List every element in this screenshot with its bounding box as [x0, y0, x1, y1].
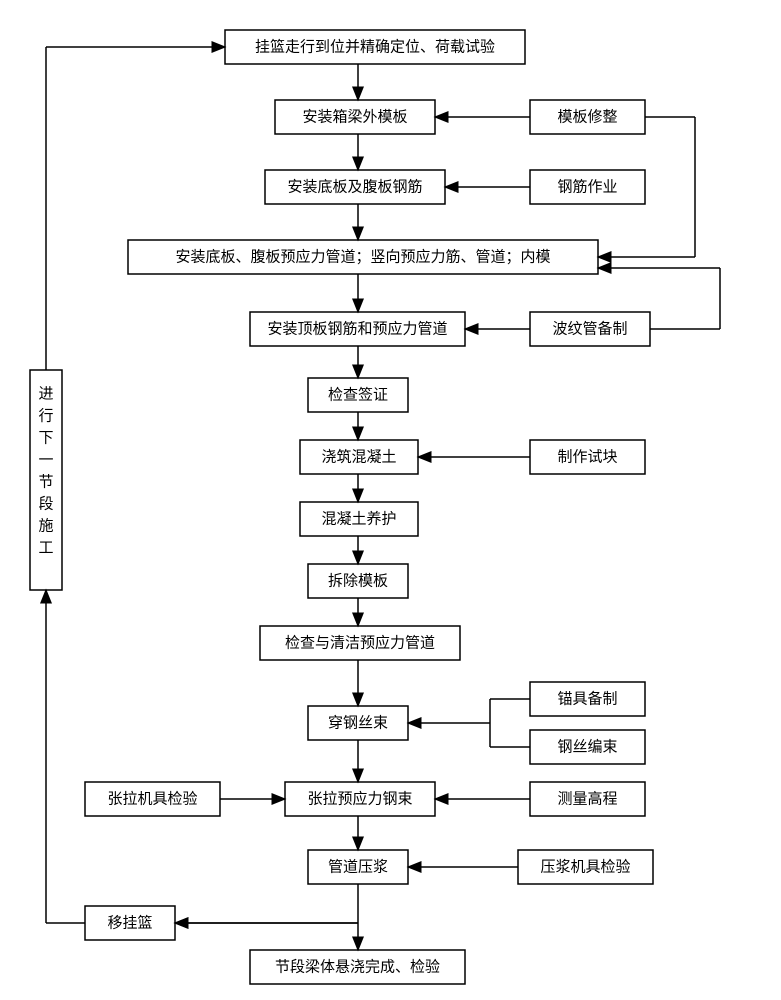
- svg-text:检查与清洁预应力管道: 检查与清洁预应力管道: [285, 633, 435, 651]
- svg-text:安装底板及腹板钢筋: 安装底板及腹板钢筋: [287, 177, 422, 195]
- svg-text:下: 下: [38, 430, 53, 446]
- svg-text:节段梁体悬浇完成、检验: 节段梁体悬浇完成、检验: [275, 958, 440, 975]
- svg-text:段: 段: [38, 495, 53, 512]
- svg-text:压浆机具检验: 压浆机具检验: [540, 857, 630, 875]
- svg-text:安装顶板钢筋和预应力管道: 安装顶板钢筋和预应力管道: [267, 319, 447, 337]
- svg-text:模板修整: 模板修整: [557, 107, 617, 125]
- svg-text:制作试块: 制作试块: [557, 448, 617, 465]
- svg-text:节: 节: [38, 473, 53, 490]
- svg-text:安装箱梁外模板: 安装箱梁外模板: [302, 107, 407, 125]
- svg-text:钢筋作业: 钢筋作业: [557, 178, 617, 195]
- svg-text:进: 进: [38, 385, 53, 402]
- svg-text:工: 工: [38, 540, 53, 556]
- svg-text:张拉预应力钢束: 张拉预应力钢束: [307, 789, 412, 807]
- svg-text:管道压浆: 管道压浆: [328, 857, 388, 875]
- svg-text:检查签证: 检查签证: [328, 386, 388, 403]
- svg-text:拆除模板: 拆除模板: [328, 571, 388, 589]
- svg-text:移挂篮: 移挂篮: [107, 913, 152, 931]
- svg-text:波纹管备制: 波纹管备制: [552, 320, 627, 337]
- svg-text:施: 施: [38, 517, 53, 534]
- flowchart-svg: 挂篮走行到位并精确定位、荷载试验安装箱梁外模板 模板修整安装底板及腹板钢筋 钢筋作业…: [0, 0, 781, 1000]
- svg-text:挂篮走行到位并精确定位、荷载试验: 挂篮走行到位并精确定位、荷载试验: [255, 37, 495, 55]
- svg-text:锚具备制: 锚具备制: [557, 690, 617, 707]
- svg-text:行: 行: [38, 407, 53, 424]
- svg-text:浇筑混凝土: 浇筑混凝土: [321, 448, 396, 465]
- svg-text:混凝土养护: 混凝土养护: [321, 510, 396, 527]
- svg-text:穿钢丝束: 穿钢丝束: [328, 714, 388, 731]
- svg-text:张拉机具检验: 张拉机具检验: [107, 790, 197, 807]
- svg-text:安装底板、腹板预应力管道；竖向预应力筋、管道；内模: 安装底板、腹板预应力管道；竖向预应力筋、管道；内模: [175, 247, 550, 265]
- svg-text:一: 一: [38, 452, 53, 468]
- svg-text:钢丝编束: 钢丝编束: [557, 738, 617, 755]
- svg-text:测量高程: 测量高程: [557, 790, 617, 807]
